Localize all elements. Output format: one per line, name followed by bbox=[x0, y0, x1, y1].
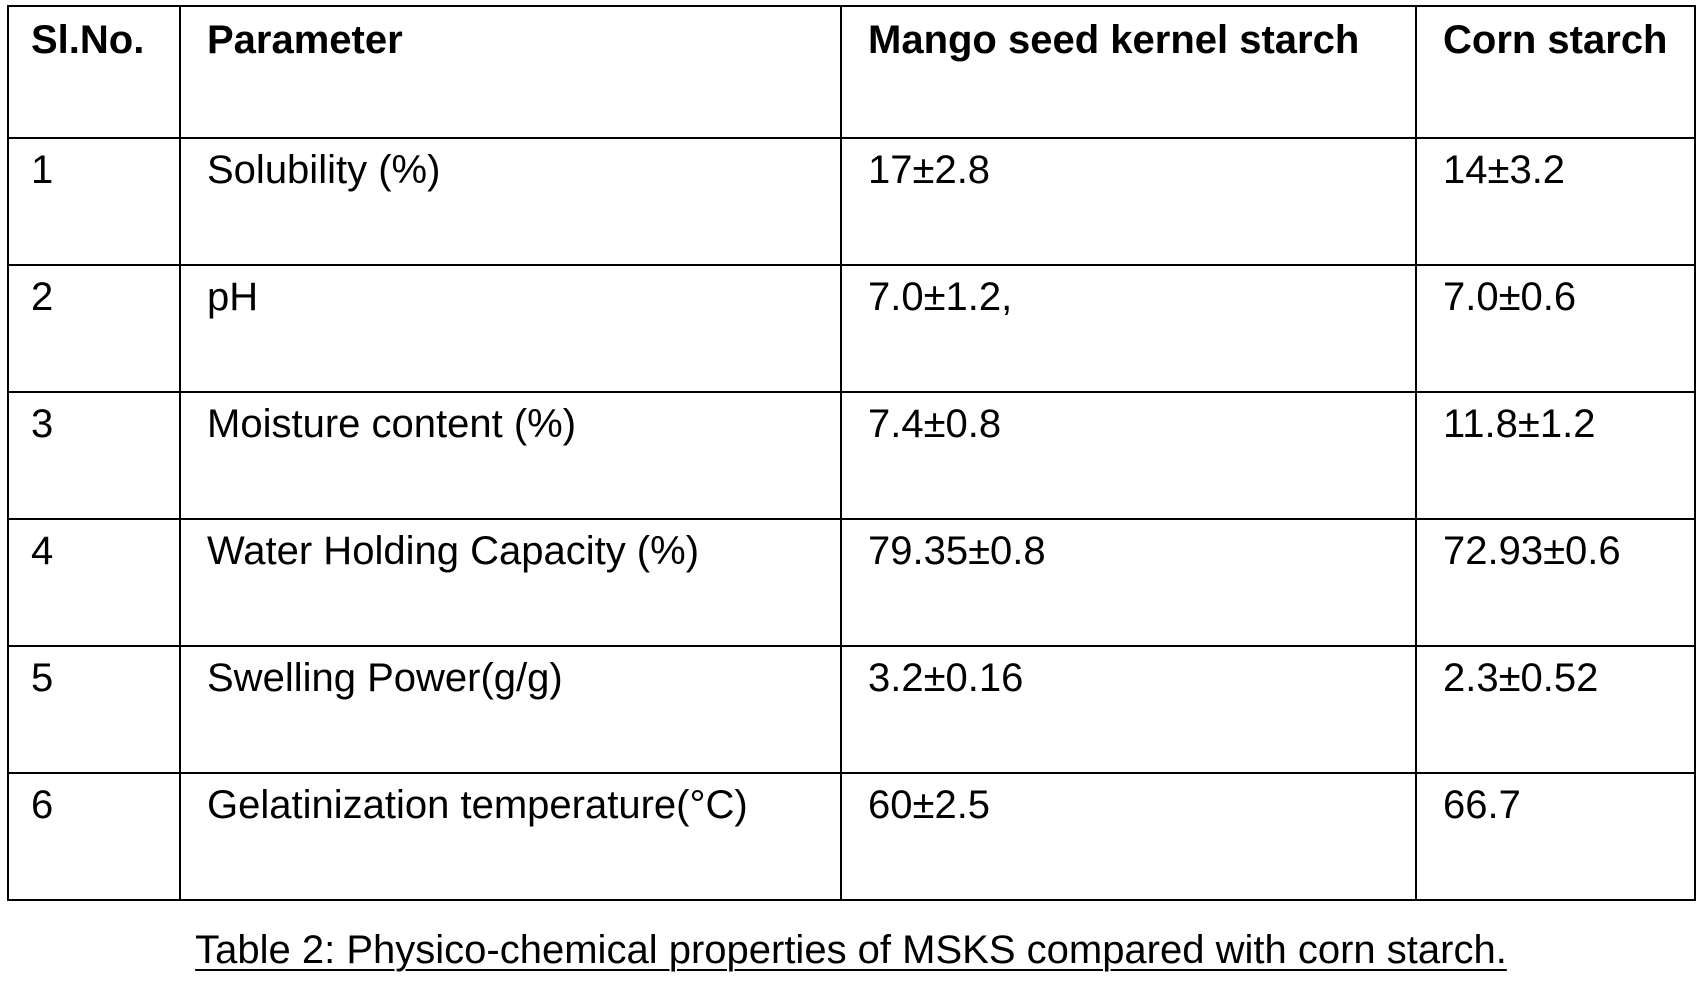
cell-corn-value: 14±3.2 bbox=[1415, 137, 1696, 266]
cell-mango-value: 3.2±0.16 bbox=[840, 645, 1417, 774]
table-row: 1 Solubility (%) 17±2.8 14±3.2 bbox=[7, 137, 1696, 266]
header-parameter: Parameter bbox=[179, 5, 842, 139]
cell-parameter: Swelling Power(g/g) bbox=[179, 645, 842, 774]
cell-corn-value: 72.93±0.6 bbox=[1415, 518, 1696, 647]
cell-mango-value: 60±2.5 bbox=[840, 772, 1417, 901]
table-header-row: Sl.No. Parameter Mango seed kernel starc… bbox=[7, 5, 1696, 139]
table-row: 3 Moisture content (%) 7.4±0.8 11.8±1.2 bbox=[7, 391, 1696, 520]
cell-sl-no: 5 bbox=[7, 645, 181, 774]
cell-sl-no: 4 bbox=[7, 518, 181, 647]
table-row: 6 Gelatinization temperature(°C) 60±2.5 … bbox=[7, 772, 1696, 901]
cell-sl-no: 1 bbox=[7, 137, 181, 266]
header-sl-no: Sl.No. bbox=[7, 5, 181, 139]
header-corn-starch: Corn starch bbox=[1415, 5, 1696, 139]
table-row: 2 pH 7.0±1.2, 7.0±0.6 bbox=[7, 264, 1696, 393]
cell-corn-value: 7.0±0.6 bbox=[1415, 264, 1696, 393]
cell-mango-value: 17±2.8 bbox=[840, 137, 1417, 266]
cell-corn-value: 66.7 bbox=[1415, 772, 1696, 901]
cell-parameter: pH bbox=[179, 264, 842, 393]
table-row: 5 Swelling Power(g/g) 3.2±0.16 2.3±0.52 bbox=[7, 645, 1696, 774]
cell-sl-no: 2 bbox=[7, 264, 181, 393]
cell-corn-value: 2.3±0.52 bbox=[1415, 645, 1696, 774]
table-caption: Table 2: Physico-chemical properties of … bbox=[195, 928, 1507, 972]
table-row: 4 Water Holding Capacity (%) 79.35±0.8 7… bbox=[7, 518, 1696, 647]
cell-corn-value: 11.8±1.2 bbox=[1415, 391, 1696, 520]
cell-mango-value: 7.4±0.8 bbox=[840, 391, 1417, 520]
properties-table: Sl.No. Parameter Mango seed kernel starc… bbox=[7, 5, 1696, 901]
cell-mango-value: 79.35±0.8 bbox=[840, 518, 1417, 647]
cell-parameter: Gelatinization temperature(°C) bbox=[179, 772, 842, 901]
cell-mango-value: 7.0±1.2, bbox=[840, 264, 1417, 393]
cell-parameter: Moisture content (%) bbox=[179, 391, 842, 520]
cell-parameter: Solubility (%) bbox=[179, 137, 842, 266]
cell-sl-no: 6 bbox=[7, 772, 181, 901]
cell-parameter: Water Holding Capacity (%) bbox=[179, 518, 842, 647]
cell-sl-no: 3 bbox=[7, 391, 181, 520]
header-mango-seed-kernel-starch: Mango seed kernel starch bbox=[840, 5, 1417, 139]
